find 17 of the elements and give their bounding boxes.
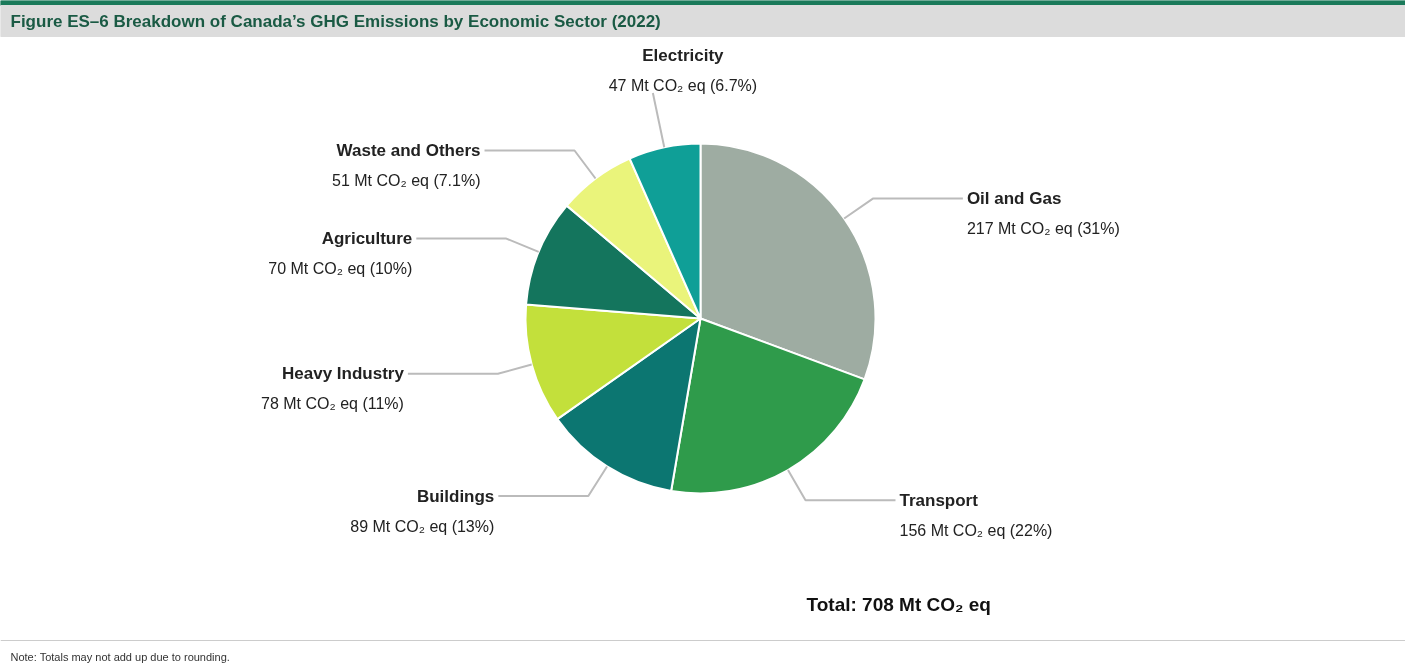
data-label: 70 Mt CO₂ eq (10%) <box>268 260 413 278</box>
slice-label: Waste and Others <box>336 140 481 160</box>
slice-label: Heavy Industry <box>282 364 405 384</box>
data-label: 78 Mt CO₂ eq (11%) <box>261 395 404 413</box>
slice-label: Agriculture <box>321 229 413 249</box>
data-label: 51 Mt CO₂ eq (7.1%) <box>332 171 481 189</box>
text: Total: 708 Mt CO₂ eq <box>806 594 991 615</box>
slice-label: Buildings <box>416 486 495 506</box>
data-label: 47 Mt CO₂ eq (6.7%) <box>608 76 758 94</box>
data-label: 156 Mt CO₂ eq (22%) <box>899 521 1053 539</box>
data-label: 217 Mt CO₂ eq (31%) <box>966 220 1120 238</box>
slice-label: Oil and Gas <box>966 189 1062 209</box>
slice-label: Electricity <box>642 45 725 65</box>
chart-title: Figure ES–6 Breakdown of Canada’s GHG Emissions by Economic Sector (2022) <box>10 12 661 31</box>
slice-label: Transport <box>899 490 979 510</box>
text: Note: Totals may not add up due to rounding. <box>10 650 230 663</box>
data-label: 89 Mt CO₂ eq (13%) <box>350 517 495 535</box>
